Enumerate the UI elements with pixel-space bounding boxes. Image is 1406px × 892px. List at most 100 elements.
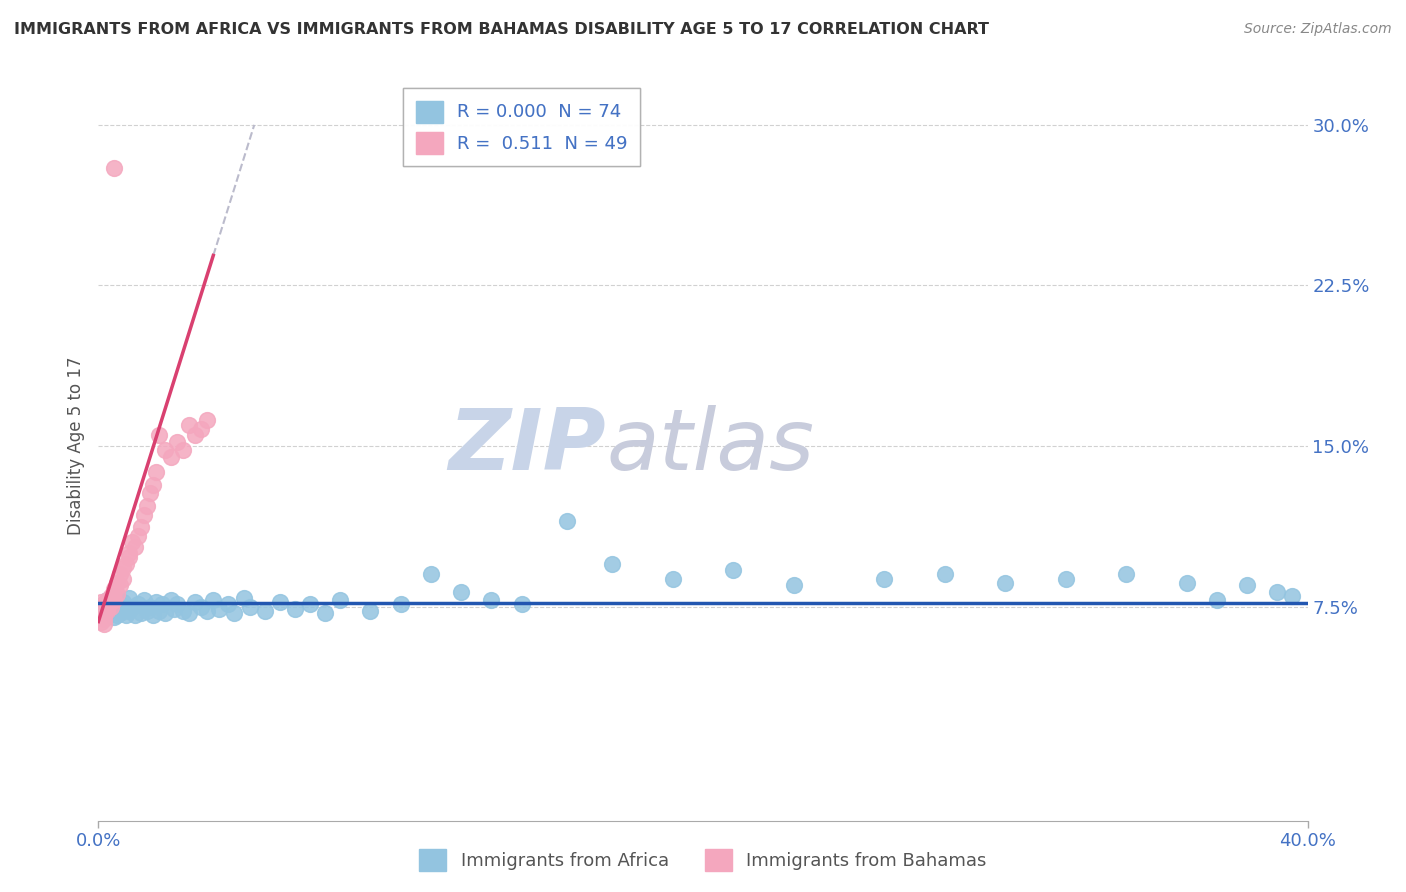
Point (90, 604, 112, 618)
Point (121, 599, 143, 614)
Point (160, 450, 183, 464)
Point (105, 587, 128, 601)
Point (103, 584, 125, 599)
Point (142, 608, 165, 623)
Point (93, 601, 115, 615)
Point (217, 598, 239, 612)
Point (114, 608, 136, 623)
Point (96, 593, 118, 607)
Point (1267, 584, 1289, 599)
Point (111, 595, 134, 609)
Point (1054, 572, 1077, 586)
Text: IMMIGRANTS FROM AFRICA VS IMMIGRANTS FROM BAHAMAS DISABILITY AGE 5 TO 17 CORRELA: IMMIGRANTS FROM AFRICA VS IMMIGRANTS FRO… (14, 22, 988, 37)
Point (139, 599, 162, 614)
Point (118, 550, 141, 565)
Point (129, 606, 152, 620)
Text: ZIP: ZIP (449, 404, 606, 488)
Point (555, 514, 578, 528)
Text: Source: ZipAtlas.com: Source: ZipAtlas.com (1244, 22, 1392, 37)
Point (329, 593, 352, 607)
Legend: R = 0.000  N = 74, R =  0.511  N = 49: R = 0.000 N = 74, R = 0.511 N = 49 (404, 88, 640, 166)
Point (1206, 593, 1229, 607)
Point (132, 508, 155, 522)
Legend: Immigrants from Africa, Immigrants from Bahamas: Immigrants from Africa, Immigrants from … (412, 842, 994, 879)
Point (135, 604, 157, 618)
Point (172, 443, 194, 458)
Point (90, 595, 112, 609)
Point (93, 598, 115, 612)
Point (179, 417, 201, 432)
Point (166, 598, 188, 612)
Point (108, 578, 131, 592)
Point (127, 529, 149, 543)
Point (103, 589, 125, 603)
Point (723, 563, 745, 577)
Point (108, 606, 131, 620)
Point (450, 584, 472, 599)
Point (153, 443, 176, 458)
Point (108, 598, 131, 612)
Point (284, 601, 307, 615)
Point (103, 161, 125, 175)
Point (103, 582, 125, 597)
Point (90, 610, 112, 624)
Point (389, 598, 412, 612)
Point (105, 608, 128, 623)
Point (93, 612, 115, 626)
Point (121, 535, 143, 549)
Point (202, 593, 225, 607)
Point (100, 599, 122, 614)
Point (100, 595, 122, 609)
Point (360, 604, 382, 618)
Point (190, 599, 212, 614)
Point (481, 593, 503, 607)
Point (111, 572, 134, 586)
Point (100, 606, 122, 620)
Point (124, 608, 146, 623)
Point (129, 520, 152, 534)
Point (148, 604, 170, 618)
Point (299, 598, 322, 612)
Point (269, 595, 291, 609)
Point (135, 499, 157, 513)
Point (190, 422, 212, 436)
Point (93, 598, 115, 612)
Point (172, 604, 194, 618)
Point (96, 595, 118, 609)
Text: atlas: atlas (606, 404, 814, 488)
Point (100, 598, 122, 612)
Point (184, 595, 207, 609)
Point (314, 606, 336, 620)
Point (253, 604, 276, 618)
Point (239, 599, 262, 614)
Point (103, 593, 125, 607)
Point (150, 598, 173, 612)
Point (118, 604, 141, 618)
Point (994, 576, 1017, 591)
Point (145, 465, 167, 479)
Point (179, 606, 201, 620)
Point (114, 599, 136, 614)
Point (111, 604, 134, 618)
Point (90, 615, 112, 629)
Point (114, 557, 136, 571)
Point (184, 428, 207, 442)
Point (118, 546, 141, 560)
Point (93, 608, 115, 623)
Y-axis label: Disability Age 5 to 17: Disability Age 5 to 17 (66, 357, 84, 535)
Point (195, 604, 218, 618)
Point (111, 561, 134, 575)
Point (96, 593, 118, 607)
Point (934, 567, 956, 582)
Point (224, 606, 246, 620)
Point (96, 601, 118, 615)
Point (103, 593, 125, 607)
Point (1115, 567, 1137, 582)
Point (93, 606, 115, 620)
Point (873, 572, 896, 586)
Point (127, 598, 149, 612)
Point (105, 601, 128, 615)
Point (166, 434, 188, 449)
Point (602, 557, 624, 571)
Point (148, 428, 170, 442)
